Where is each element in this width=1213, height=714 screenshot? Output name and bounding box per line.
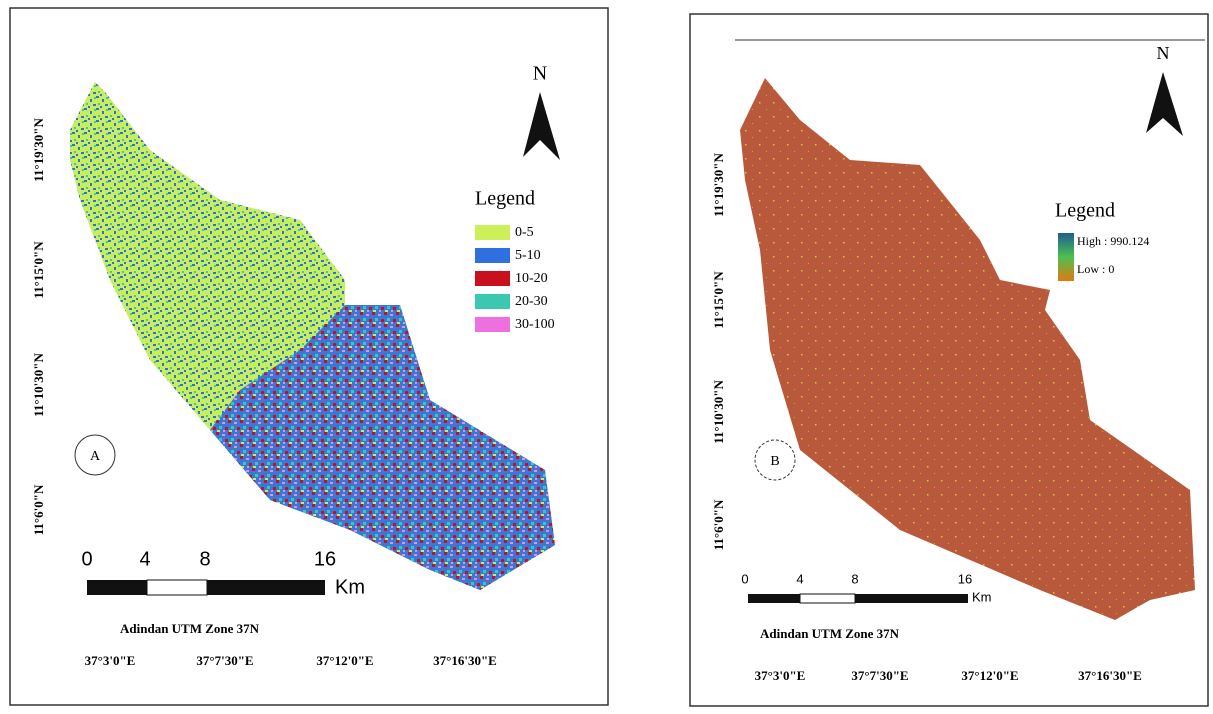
legend-high: High : 990.124 xyxy=(1077,234,1149,248)
legend-swatch xyxy=(475,225,510,240)
legend-swatch xyxy=(475,294,510,309)
y-coordinate-label: 11°15'0"N xyxy=(711,271,726,329)
y-coordinate-label: 11°19'30"N xyxy=(31,118,46,182)
legend-swatch xyxy=(475,248,510,263)
y-coordinate-label: 11°10'30"N xyxy=(31,353,46,417)
scale-unit: Km xyxy=(335,576,365,598)
scale-bar xyxy=(855,594,968,603)
panel-label-circle xyxy=(74,434,116,476)
panel-frame xyxy=(689,13,1209,707)
north-label: N xyxy=(1157,43,1170,63)
panel-frame xyxy=(9,7,609,706)
scale-unit: Km xyxy=(972,589,992,604)
x-coordinate-label: 37°16'30"E xyxy=(1078,668,1142,683)
north-label: N xyxy=(533,63,547,85)
legend-label: 0-5 xyxy=(515,225,534,240)
scale-tick-label: 16 xyxy=(958,571,972,586)
scale-bar xyxy=(748,594,800,603)
scale-bar xyxy=(799,593,856,604)
legend-swatch xyxy=(475,317,510,332)
scale-bar xyxy=(87,580,147,595)
x-coordinate-label: 37°7'30"E xyxy=(851,668,908,683)
y-coordinate-label: 11°19'30"N xyxy=(711,153,726,217)
scale-bar xyxy=(146,579,208,596)
scale-tick-label: 8 xyxy=(851,571,858,586)
raster-map xyxy=(210,305,555,590)
scale-tick-label: 0 xyxy=(741,571,748,586)
legend-title: Legend xyxy=(1055,200,1115,222)
y-coordinate-label: 11°6'0"N xyxy=(31,484,46,535)
scale-tick-label: 8 xyxy=(199,548,210,570)
legend-low: Low : 0 xyxy=(1077,262,1114,276)
legend-swatch xyxy=(475,271,510,286)
y-coordinate-label: 11°10'30"N xyxy=(711,380,726,444)
raster-map xyxy=(740,78,1195,620)
x-coordinate-label: 37°16'30"E xyxy=(433,653,497,668)
panel-label: B xyxy=(770,454,779,469)
legend-title: Legend xyxy=(475,188,535,210)
legend-label: 30-100 xyxy=(515,317,555,332)
y-coordinate-label: 11°6'0"N xyxy=(711,499,726,550)
legend-ramp xyxy=(1058,233,1074,281)
x-coordinate-label: 37°3'0"E xyxy=(755,668,806,683)
caption: Adindan UTM Zone 37N xyxy=(120,621,260,636)
x-coordinate-label: 37°3'0"E xyxy=(85,653,136,668)
x-coordinate-label: 37°7'30"E xyxy=(196,653,253,668)
y-coordinate-label: 11°15'0"N xyxy=(31,241,46,299)
x-coordinate-label: 37°12'0"E xyxy=(316,653,373,668)
north-arrow xyxy=(1146,72,1183,136)
scale-tick-label: 4 xyxy=(139,548,150,570)
legend-label: 20-30 xyxy=(515,294,548,309)
caption: Adindan UTM Zone 37N xyxy=(760,626,900,641)
legend-label: 5-10 xyxy=(515,248,541,263)
scale-tick-label: 16 xyxy=(314,548,336,570)
panel-label: A xyxy=(90,449,101,464)
north-arrow xyxy=(523,92,560,160)
scale-bar xyxy=(207,580,325,595)
scale-tick-label: 4 xyxy=(796,571,803,586)
panel-label-circle xyxy=(754,439,796,481)
legend-label: 10-20 xyxy=(515,271,548,286)
x-coordinate-label: 37°12'0"E xyxy=(961,668,1018,683)
scale-tick-label: 0 xyxy=(81,548,92,570)
